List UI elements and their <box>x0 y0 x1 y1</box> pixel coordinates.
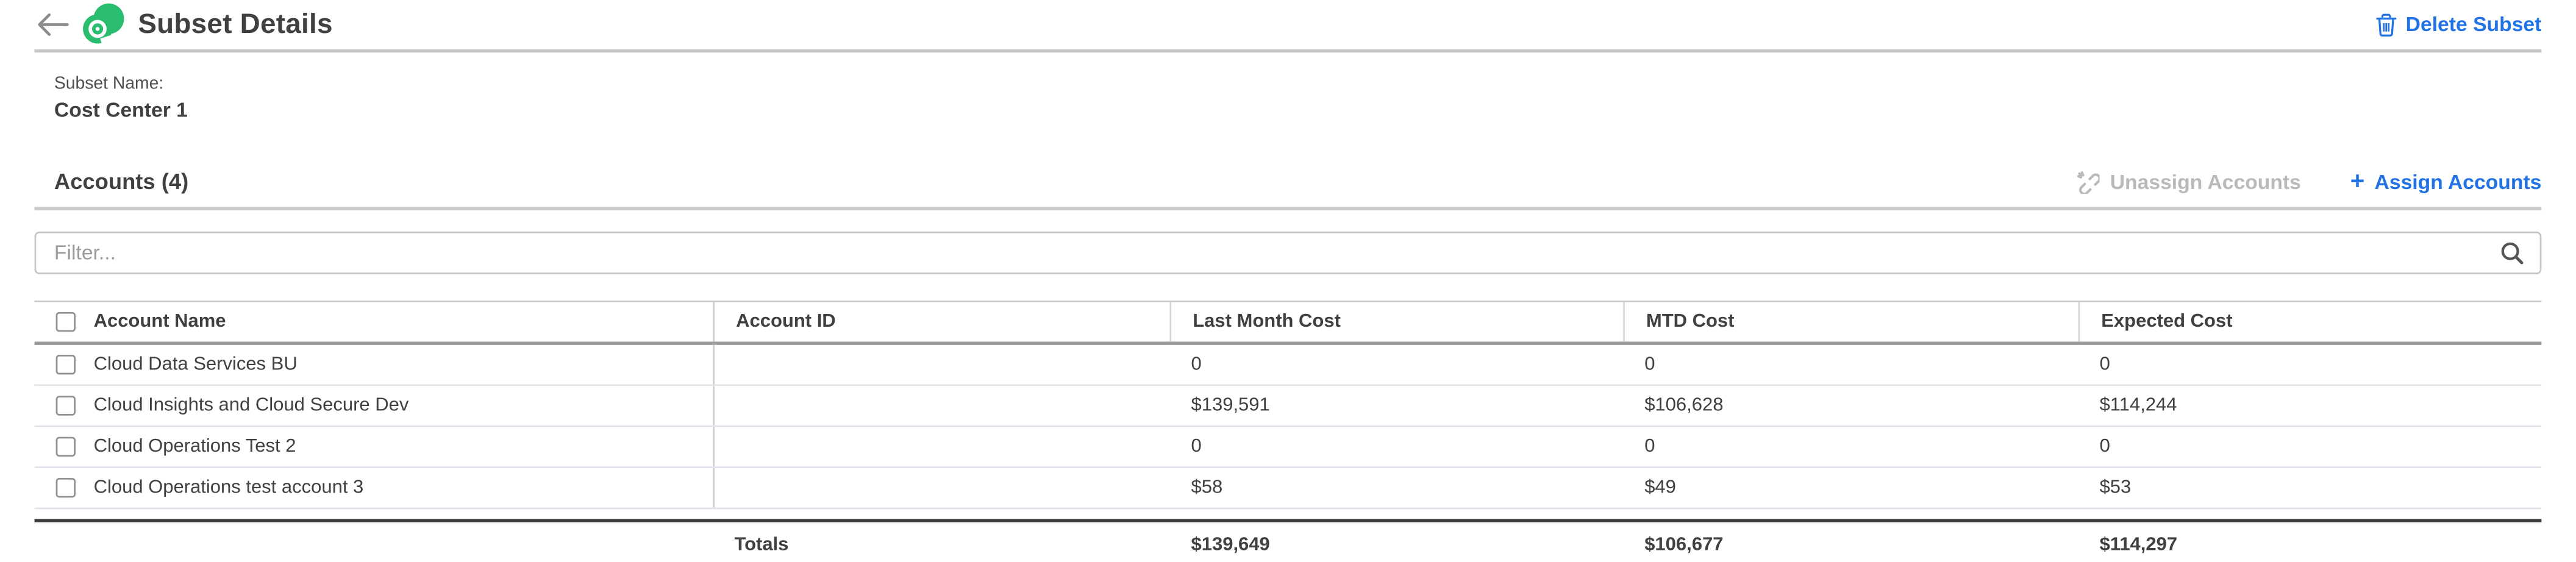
accounts-heading: Accounts (4) <box>54 169 189 194</box>
expected-cost-cell: 0 <box>2099 355 2110 375</box>
page-title: Subset Details <box>138 8 333 40</box>
column-label: Expected Cost <box>2101 311 2233 332</box>
table-row: Cloud Insights and Cloud Secure Dev $139… <box>34 386 2542 427</box>
account-name-cell: Cloud Insights and Cloud Secure Dev <box>35 386 713 425</box>
account-id-cell <box>713 386 1169 425</box>
column-label: Account Name <box>93 311 226 332</box>
search-icon[interactable] <box>2499 240 2525 266</box>
row-checkbox[interactable] <box>55 396 76 416</box>
column-label: Last Month Cost <box>1193 311 1341 332</box>
arrow-left-icon <box>36 13 69 37</box>
totals-last-month-cost: $139,649 <box>1191 535 1270 555</box>
delete-subset-button[interactable]: Delete Subset <box>2376 12 2541 37</box>
account-name: Cloud Operations test account 3 <box>93 478 364 498</box>
totals-label: Totals <box>734 535 789 555</box>
filter-bar <box>34 231 2542 274</box>
totals-row: Totals $139,649 $106,677 $114,297 <box>35 529 2542 560</box>
expected-cost-cell: $53 <box>2099 478 2132 498</box>
header-cell-account-name: Account Name <box>35 302 713 342</box>
expected-cost-cell: $114,244 <box>2099 396 2177 416</box>
plus-icon: + <box>2350 167 2365 196</box>
last-month-cost-cell: 0 <box>1191 355 1202 375</box>
subset-name-block: Subset Name: Cost Center 1 <box>54 74 2541 121</box>
top-bar: Subset Details Delete Subset <box>34 0 2542 53</box>
subset-name-label: Subset Name: <box>54 74 164 94</box>
mtd-cost-cell: $49 <box>1644 478 1676 498</box>
row-checkbox[interactable] <box>55 478 76 498</box>
unassign-accounts-button[interactable]: Unassign Accounts <box>2075 169 2301 194</box>
accounts-table: Account Name Account ID Last Month Cost … <box>34 301 2542 510</box>
account-name: Cloud Insights and Cloud Secure Dev <box>93 396 409 416</box>
table-row: Cloud Operations Test 2 0 0 0 <box>34 427 2542 468</box>
mtd-cost-cell: 0 <box>1644 436 1655 457</box>
last-month-cost-cell: 0 <box>1191 436 1202 457</box>
column-label: Account ID <box>736 311 836 332</box>
row-checkbox[interactable] <box>55 436 76 457</box>
filter-input[interactable] <box>34 231 2542 274</box>
totals-empty-cell <box>35 529 713 560</box>
account-id-cell <box>713 344 1169 385</box>
header-cell-mtd-cost: MTD Cost <box>1623 302 2078 342</box>
unassign-accounts-label: Unassign Accounts <box>2110 169 2301 193</box>
back-button[interactable] <box>36 12 69 38</box>
account-name-cell: Cloud Data Services BU <box>35 345 713 385</box>
header-cell-last-month-cost: Last Month Cost <box>1169 302 1623 342</box>
accounts-actions: Unassign Accounts + Assign Accounts <box>2075 169 2541 194</box>
account-name-cell: Cloud Operations Test 2 <box>35 427 713 467</box>
assign-accounts-button[interactable]: + Assign Accounts <box>2350 169 2542 194</box>
delete-subset-label: Delete Subset <box>2405 13 2542 37</box>
mtd-cost-cell: 0 <box>1644 355 1655 375</box>
account-id-cell <box>713 468 1169 508</box>
account-name-cell: Cloud Operations test account 3 <box>35 468 713 508</box>
account-name: Cloud Data Services BU <box>93 355 298 375</box>
assign-accounts-label: Assign Accounts <box>2374 169 2542 193</box>
subset-name-value: Cost Center 1 <box>54 98 188 122</box>
account-id-cell <box>713 427 1169 467</box>
table-header-row: Account Name Account ID Last Month Cost … <box>34 301 2542 345</box>
row-checkbox[interactable] <box>55 355 76 375</box>
last-month-cost-cell: $58 <box>1191 478 1223 498</box>
totals-expected-cost: $114,297 <box>2099 535 2178 555</box>
last-month-cost-cell: $139,591 <box>1191 396 1270 416</box>
select-all-checkbox[interactable] <box>55 311 76 332</box>
totals-mtd-cost: $106,677 <box>1644 535 1724 555</box>
column-label: MTD Cost <box>1646 311 1735 332</box>
account-name: Cloud Operations Test 2 <box>93 436 296 457</box>
table-row: Cloud Operations test account 3 $58 $49 … <box>34 468 2542 510</box>
header-cell-account-id: Account ID <box>713 302 1169 342</box>
header-cell-expected-cost: Expected Cost <box>2078 302 2538 342</box>
expected-cost-cell: 0 <box>2099 436 2110 457</box>
totals-separator <box>34 519 2542 522</box>
broken-link-icon <box>2075 169 2100 194</box>
table-row: Cloud Data Services BU 0 0 0 <box>34 344 2542 386</box>
cloud-insights-logo <box>82 3 125 46</box>
accounts-section-header: Accounts (4) Unassign Accounts + Assign … <box>34 156 2542 210</box>
mtd-cost-cell: $106,628 <box>1644 396 1724 416</box>
trash-icon <box>2376 12 2397 37</box>
